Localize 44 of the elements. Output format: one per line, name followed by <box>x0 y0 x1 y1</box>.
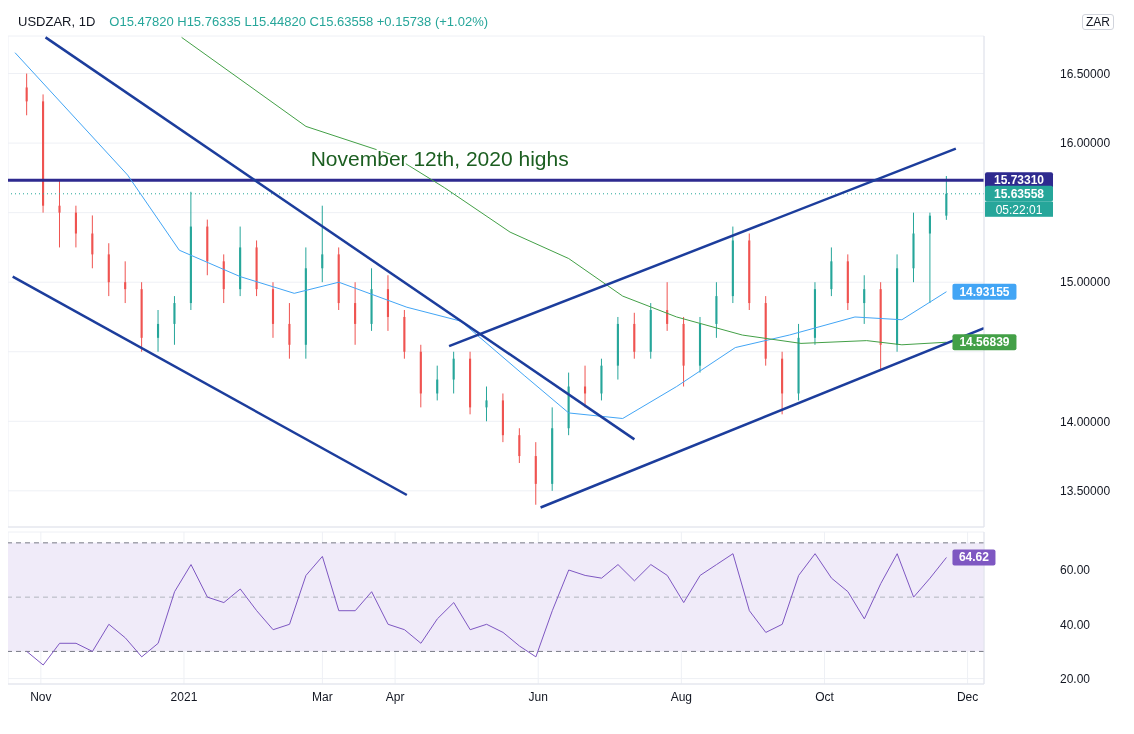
chart-title: USDZAR, 1D <box>18 14 96 29</box>
x-tick-label: Apr <box>385 689 405 704</box>
x-tick-label: Oct <box>815 689 835 704</box>
data-label: 14.56839 <box>959 335 1010 350</box>
candlestick <box>485 386 488 422</box>
candlestick <box>354 281 357 346</box>
candlestick <box>91 214 94 269</box>
candlestick <box>863 274 866 325</box>
y-tick-label: 16.50000 <box>1060 66 1111 81</box>
candlestick <box>436 365 439 401</box>
candlestick <box>321 205 324 283</box>
y-tick-label: 16.00000 <box>1060 136 1111 151</box>
y-tick-label: 13.50000 <box>1060 484 1111 499</box>
candlestick <box>156 309 160 353</box>
line-series <box>14 52 947 420</box>
y-tick-label: 15.00000 <box>1060 275 1111 290</box>
data-label: 64.62 <box>958 550 990 565</box>
x-tick-label: Mar <box>312 689 333 704</box>
candlestick <box>173 295 176 346</box>
y-axis-title: ZAR <box>1082 14 1114 30</box>
candlestick <box>928 212 931 304</box>
candlestick <box>58 180 61 248</box>
candlestick <box>288 302 291 360</box>
data-label: 14.93155 <box>959 284 1010 299</box>
x-tick-label: Nov <box>30 689 52 704</box>
candlestick <box>25 73 28 116</box>
x-tick-label: 2021 <box>170 689 198 704</box>
line-series <box>26 553 947 666</box>
ref-line-label: 15.73310 <box>993 173 1045 188</box>
y-tick-label: 40.00 <box>1060 617 1091 632</box>
candlestick <box>452 351 455 394</box>
x-tick-label: Aug <box>670 689 693 704</box>
text: 05:22:01 <box>995 202 1043 217</box>
x-tick-label: Dec <box>956 689 979 704</box>
chart-subtitle: O15.47820 H15.76335 L15.44820 C15.63558 +0.15738 (+1.02%) <box>109 14 489 29</box>
y-tick-label: 14.00000 <box>1060 414 1111 429</box>
x-tick-label: Jun <box>528 689 548 704</box>
line-series <box>181 36 947 346</box>
ref-line-label: 15.63558 <box>993 186 1045 201</box>
candlestick <box>518 427 521 464</box>
y-tick-label: 20.00 <box>1060 671 1091 686</box>
y-tick-label: 60.00 <box>1060 563 1091 578</box>
candlestick <box>124 260 127 304</box>
candlestick <box>74 205 77 248</box>
